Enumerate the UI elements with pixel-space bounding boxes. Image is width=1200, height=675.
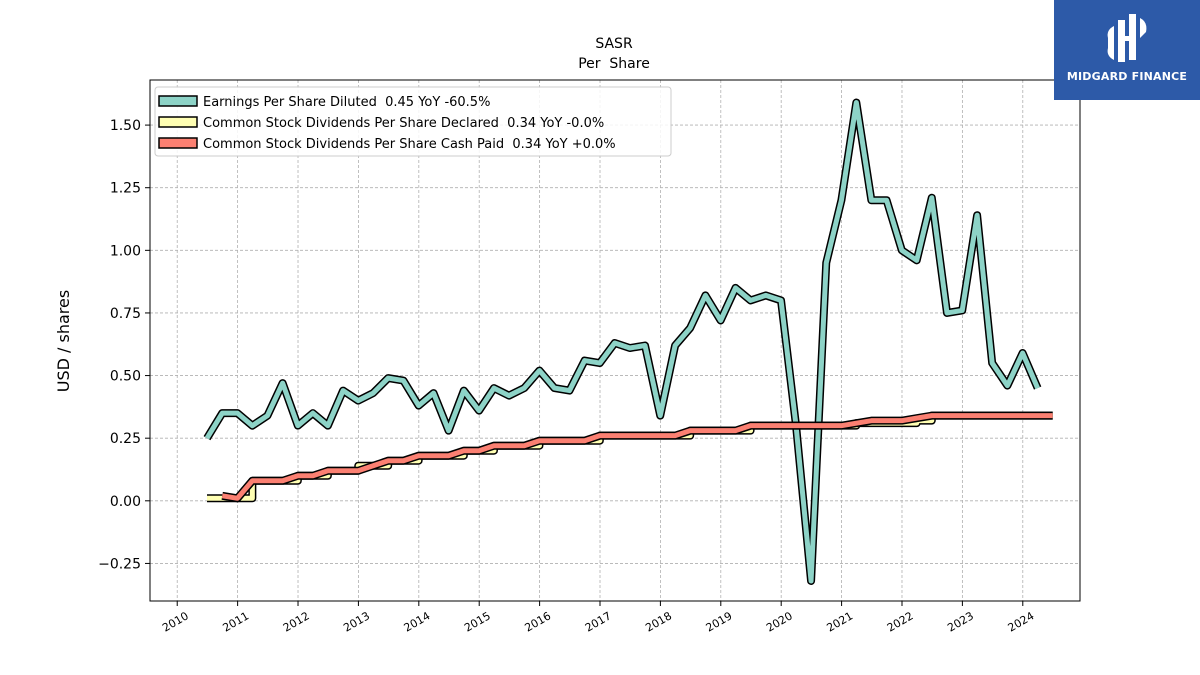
legend-label: Earnings Per Share Diluted 0.45 YoY -60.… [203, 95, 490, 110]
x-tick-label: 2017 [583, 609, 614, 634]
plot-frame [149, 79, 1081, 602]
series-stroke [207, 413, 1053, 501]
dividends-cash-paid-line [221, 411, 1053, 503]
legend-box [154, 86, 672, 157]
dividends-declared-line [207, 411, 1053, 503]
y-axis-label: USD / shares [54, 290, 73, 392]
legend-label: Common Stock Dividends Per Share Cash Pa… [203, 137, 616, 152]
series-stroke [221, 413, 1053, 501]
x-tick-label: 2023 [945, 609, 976, 634]
brand-logo: MIDGARD FINANCE [1054, 0, 1200, 100]
y-tick-label: 0.00 [110, 494, 141, 510]
eps-diluted-line [203, 98, 1042, 585]
y-tick-label: 0.50 [110, 369, 141, 385]
x-tick-label: 2019 [704, 609, 735, 634]
y-tick-label: 1.50 [110, 118, 141, 134]
x-tick-label: 2020 [764, 609, 795, 634]
brand-name: MIDGARD FINANCE [1066, 70, 1188, 83]
x-tick-label: 2012 [281, 609, 312, 634]
series-layer [203, 98, 1053, 585]
legend: Earnings Per Share Diluted 0.45 YoY -60.… [154, 86, 672, 157]
x-tick-label: 2014 [402, 609, 433, 634]
chart-title: SASR [595, 36, 633, 52]
legend-swatch [158, 137, 198, 149]
x-tick-label: 2016 [522, 609, 553, 634]
y-tick-label: 0.75 [110, 306, 141, 322]
x-tick-label: 2015 [462, 609, 493, 634]
y-tick-label: 0.25 [110, 431, 141, 447]
x-tick-label: 2024 [1006, 609, 1037, 634]
y-tick-label: −0.25 [98, 556, 141, 572]
x-axis: 2010 2011 2012 2013 2014 2015 2016 2017 2018 2019… [160, 601, 1036, 635]
legend-swatch [158, 116, 198, 128]
legend-label: Common Stock Dividends Per Share Declare… [203, 116, 604, 131]
y-tick-label: 1.00 [110, 243, 141, 259]
y-tick-label: 1.25 [110, 181, 141, 197]
legend-swatch [158, 95, 198, 107]
series-outline [207, 411, 1053, 503]
x-tick-label: 2021 [824, 609, 855, 634]
series-outline [203, 98, 1042, 585]
x-tick-label: 2018 [643, 609, 674, 634]
x-tick-label: 2022 [885, 609, 916, 634]
series-stroke [204, 100, 1040, 584]
chart-subtitle: Per Share [578, 56, 650, 72]
y-axis: −0.25 0.00 0.25 0.50 0.75 1.00 1.25 1.50 [98, 118, 150, 572]
midgard-logo-icon [1107, 14, 1147, 62]
series-outline [221, 411, 1053, 503]
x-tick-label: 2010 [160, 609, 191, 634]
x-tick-label: 2013 [341, 609, 372, 634]
x-tick-label: 2011 [220, 609, 251, 634]
